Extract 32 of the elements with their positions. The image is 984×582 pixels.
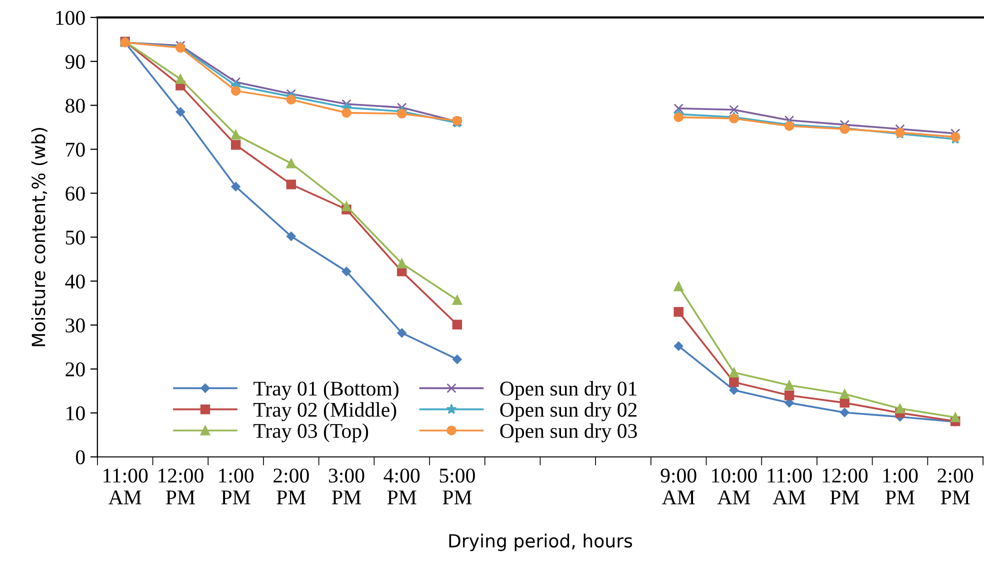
- y-tick-label: 50: [66, 230, 85, 245]
- x-tick-label: 1:00 PM: [219, 468, 254, 504]
- x-tick-label: 9:00 AM: [660, 468, 696, 504]
- x-tick-label: 5:00 PM: [440, 468, 475, 504]
- x-tick-label: 11:00 AM: [768, 468, 812, 504]
- y-tick-label: 70: [66, 142, 85, 157]
- x-tick-label: 2:00 PM: [938, 468, 974, 504]
- y-tick-label: 30: [66, 318, 85, 332]
- x-tick-label: 12:00 PM: [822, 468, 868, 504]
- y-tick-label: 60: [66, 186, 85, 201]
- y-tick-label: 40: [65, 274, 85, 289]
- y-tick-label: 80: [66, 98, 85, 113]
- x-tick-label: 4:00 PM: [384, 468, 420, 504]
- legend-label: Tray 03 (Top): [254, 423, 368, 442]
- x-tick-label: 1:00 PM: [883, 468, 918, 504]
- legend-label: Tray 02 (Middle): [254, 402, 396, 422]
- x-tick-label: 10:00 AM: [712, 468, 757, 504]
- x-tick-label: 2:00 PM: [274, 468, 309, 504]
- x-tick-label: 3:00 PM: [328, 468, 364, 504]
- y-tick-label: 100: [56, 10, 85, 25]
- y-tick-label: 10: [66, 406, 85, 420]
- y-tick-label: 0: [76, 450, 85, 464]
- y-tick-label: 90: [65, 54, 85, 69]
- x-tick-label: 11:00 AM: [104, 468, 148, 504]
- x-tick-label: 12:00 PM: [158, 468, 204, 504]
- legend-label: Tray 01 (Bottom): [254, 381, 398, 400]
- y-axis-title: Moisture content,% (wb): [31, 128, 48, 346]
- legend-label: Open sun dry 02: [500, 402, 637, 422]
- x-axis-title: Drying period, hours: [449, 534, 632, 552]
- legend-label: Open sun dry 03: [500, 423, 637, 442]
- y-tick-label: 20: [66, 362, 85, 376]
- legend-label: Open sun dry 01: [500, 381, 636, 400]
